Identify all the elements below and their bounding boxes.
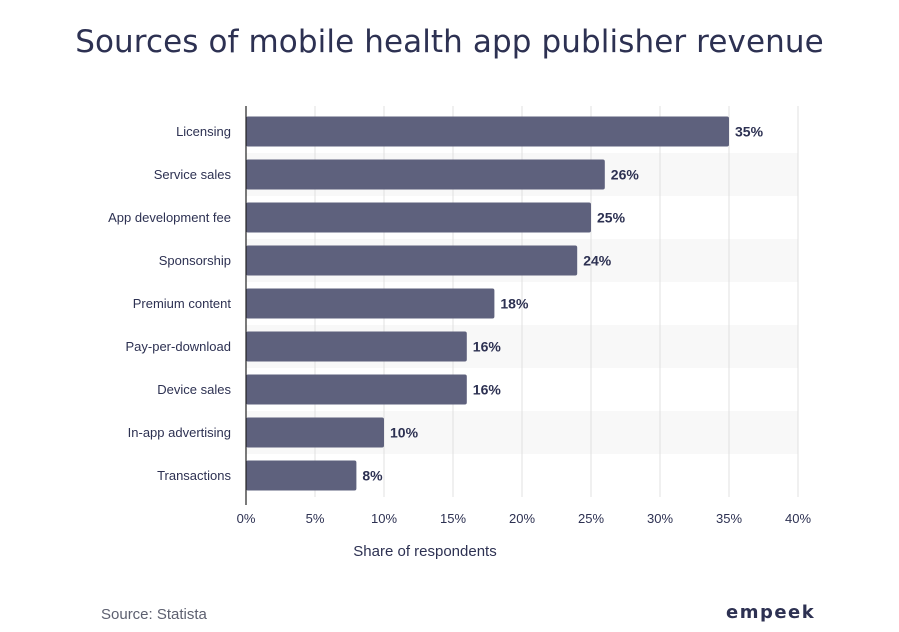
value-labels: 35% 26% 25% 24% 18% 16% 16% 10% 8% [362,124,763,484]
x-tick-label: 20% [509,511,535,526]
x-tick-label: 10% [371,511,397,526]
value-label: 26% [611,167,640,183]
bar-chart: Licensing Service sales App development fe… [108,106,812,560]
bar [246,288,495,319]
bar [246,245,578,276]
x-tick-label: 25% [578,511,604,526]
x-tick-label: 0% [237,511,256,526]
chart-title: Sources of mobile health app publisher r… [75,24,824,60]
value-label: 24% [583,253,612,269]
x-tick-label: 35% [716,511,742,526]
category-label: App development fee [108,210,231,225]
category-label: Device sales [157,382,231,397]
bar [246,460,357,491]
category-labels: Licensing Service sales App development fe… [108,124,231,483]
x-tick-label: 5% [306,511,325,526]
value-label: 16% [473,339,502,355]
x-tick-label: 15% [440,511,466,526]
value-label: 18% [500,296,529,312]
category-label: Service sales [154,167,232,182]
value-label: 25% [597,210,626,226]
x-tick-label: 40% [785,511,811,526]
bar [246,417,384,448]
category-label: Pay-per-download [125,339,231,354]
category-label: Sponsorship [159,253,231,268]
value-label: 10% [390,425,419,441]
x-tick-label: 30% [647,511,673,526]
category-label: Licensing [176,124,231,139]
bar [246,374,467,405]
bars [246,116,729,491]
x-tick-labels: 0% 5% 10% 15% 20% 25% 30% 35% 40% [237,511,812,526]
source-note: Source: Statista [101,606,207,623]
value-label: 35% [735,124,764,140]
bar [246,159,605,190]
bar [246,202,591,233]
category-label: Transactions [157,468,231,483]
value-label: 16% [473,382,502,398]
empeek-logo: empeek [726,602,816,623]
x-axis-label: Share of respondents [353,543,496,560]
bar [246,331,467,362]
category-label: In-app advertising [128,425,231,440]
value-label: 8% [362,468,383,484]
category-label: Premium content [133,296,232,311]
bar [246,116,729,147]
